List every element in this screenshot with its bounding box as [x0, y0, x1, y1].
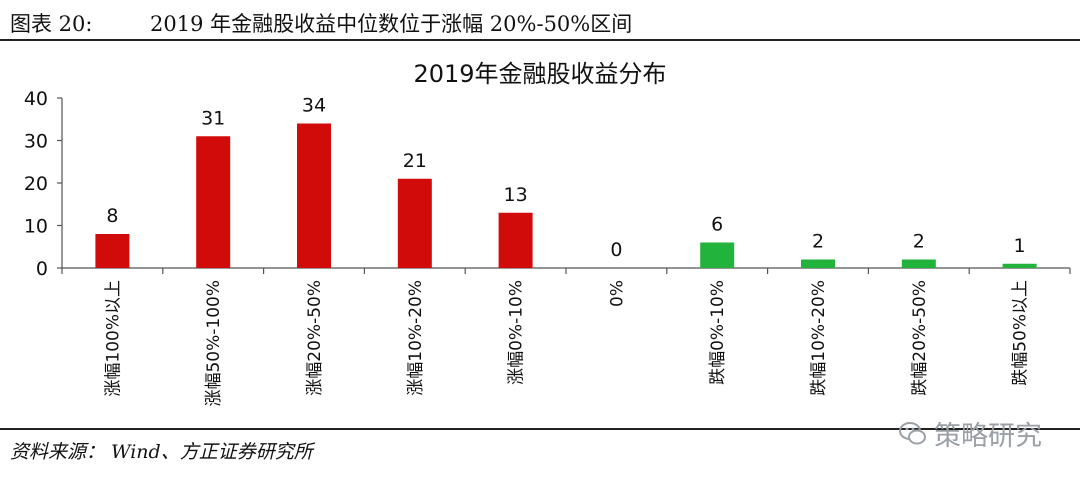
figure-label: 图表 20: [10, 12, 93, 36]
figure-title: 2019 年金融股收益中位数位于涨幅 20%-50%区间 [150, 12, 633, 36]
data-label: 8 [106, 205, 118, 227]
data-label: 13 [504, 184, 528, 206]
y-tick-label: 40 [24, 88, 48, 110]
data-label: 0 [610, 239, 622, 261]
y-tick-label: 30 [24, 131, 48, 153]
y-tick-label: 10 [24, 216, 48, 238]
bar-chart: 2019年金融股收益分布 0102030408涨幅100%以上31涨幅50%-1… [24, 60, 1071, 407]
bar [901, 259, 936, 268]
data-label: 2 [812, 231, 824, 253]
category-label: 涨幅100%以上 [103, 280, 123, 397]
wechat-icon [899, 421, 926, 444]
watermark-text: 策略研究 [934, 421, 1042, 452]
y-tick-label: 0 [36, 258, 48, 280]
data-label: 6 [711, 214, 723, 236]
figure-header: 图表 20: 2019 年金融股收益中位数位于涨幅 20%-50%区间 [0, 0, 1080, 40]
bar [297, 123, 331, 268]
bar [498, 212, 533, 268]
category-label: 跌幅50%以上 [1011, 280, 1031, 386]
category-label: 跌幅20%-50% [910, 280, 930, 396]
bar [95, 234, 130, 268]
bar [801, 259, 835, 268]
data-label: 2 [913, 231, 925, 253]
category-label: 跌幅0%-10% [708, 280, 728, 385]
watermark: 策略研究 [898, 414, 1042, 453]
category-label: 涨幅10%-20% [406, 280, 426, 396]
top-rule [0, 39, 1080, 41]
y-tick-label: 20 [24, 173, 48, 195]
data-label: 21 [403, 150, 427, 172]
category-label: 涨幅0%-10% [507, 280, 527, 385]
category-label: 跌幅10%-20% [809, 280, 829, 396]
bar [700, 242, 735, 268]
data-label: 1 [1014, 235, 1026, 257]
category-label: 涨幅50%-100% [204, 280, 224, 407]
category-label: 0% [607, 280, 627, 307]
source-note: 资料来源： Wind、方正证券研究所 [10, 441, 313, 463]
bar [196, 136, 231, 268]
data-label: 34 [302, 95, 326, 117]
bottom-rule [0, 428, 1080, 430]
data-label: 31 [201, 107, 225, 129]
category-label: 涨幅20%-50% [305, 280, 325, 396]
chart-title: 2019年金融股收益分布 [413, 60, 666, 88]
bar [397, 178, 432, 268]
bar [1002, 263, 1037, 268]
plot-area: 0102030408涨幅100%以上31涨幅50%-100%34涨幅20%-50… [24, 88, 1071, 407]
